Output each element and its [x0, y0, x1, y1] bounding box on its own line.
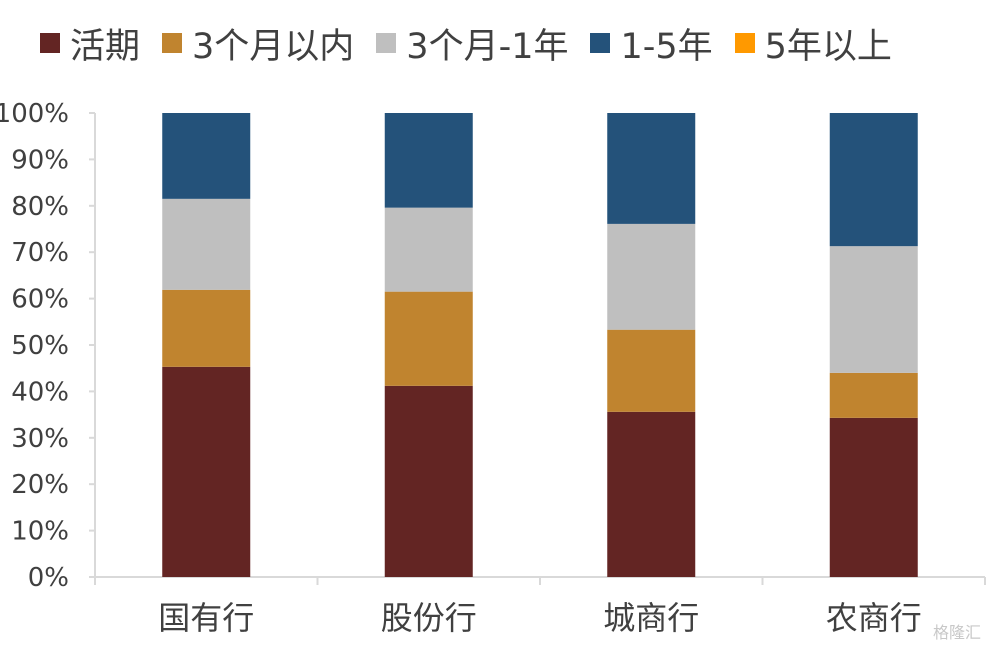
bar-segment: [607, 329, 696, 412]
x-category-label: 股份行: [381, 599, 477, 637]
bar-segment: [384, 385, 473, 577]
legend-swatch: [162, 33, 183, 53]
y-tick-label: 80%: [11, 192, 69, 222]
bar-segment: [829, 372, 918, 418]
bar-segment: [829, 417, 918, 577]
y-tick-label: 10%: [11, 517, 69, 547]
legend-label: 3个月-1年: [406, 26, 569, 67]
legend-swatch: [376, 33, 397, 53]
legend-swatch: [734, 33, 755, 53]
bar-segment: [607, 411, 696, 577]
legend-item: 活期: [40, 18, 140, 69]
y-tick-label: 20%: [11, 470, 69, 500]
chart-legend: 活期 3个月以内 3个月-1年 1-5年 5年以上: [40, 18, 914, 68]
bar-segment: [607, 113, 696, 224]
bar-segment: [384, 113, 473, 208]
legend-item: 3个月-1年: [376, 18, 568, 69]
legend-item: 1-5年: [590, 18, 713, 69]
bar-segment: [829, 113, 918, 247]
y-tick-label: 40%: [11, 377, 69, 407]
y-tick-label: 30%: [11, 424, 69, 454]
legend-label: 5年以上: [764, 26, 892, 67]
legend-swatch: [590, 33, 611, 53]
y-tick-label: 50%: [11, 331, 69, 361]
bar-segment: [162, 366, 251, 577]
y-tick-label: 0%: [28, 563, 69, 593]
legend-label: 1-5年: [620, 26, 713, 67]
x-category-label: 农商行: [826, 599, 922, 637]
y-tick-label: 60%: [11, 285, 69, 315]
legend-label: 3个月以内: [192, 26, 355, 67]
x-category-label: 国有行: [158, 599, 254, 637]
y-tick-label: 70%: [11, 238, 69, 268]
bar-segment: [162, 289, 251, 367]
bar-segment: [162, 113, 251, 199]
legend-label: 活期: [70, 26, 141, 67]
watermark: 格隆汇: [932, 623, 981, 642]
bar-segment: [829, 246, 918, 373]
x-category-label: 城商行: [603, 599, 699, 637]
bar-segment: [607, 223, 696, 330]
legend-swatch: [40, 33, 60, 53]
bar-segment: [384, 291, 473, 386]
y-tick-label: 90%: [11, 145, 69, 175]
bar-segment: [384, 207, 473, 292]
y-tick-label: 100%: [0, 99, 69, 129]
legend-item: 5年以上: [734, 18, 892, 69]
bar-segment: [162, 198, 251, 290]
legend-item: 3个月以内: [162, 18, 354, 69]
